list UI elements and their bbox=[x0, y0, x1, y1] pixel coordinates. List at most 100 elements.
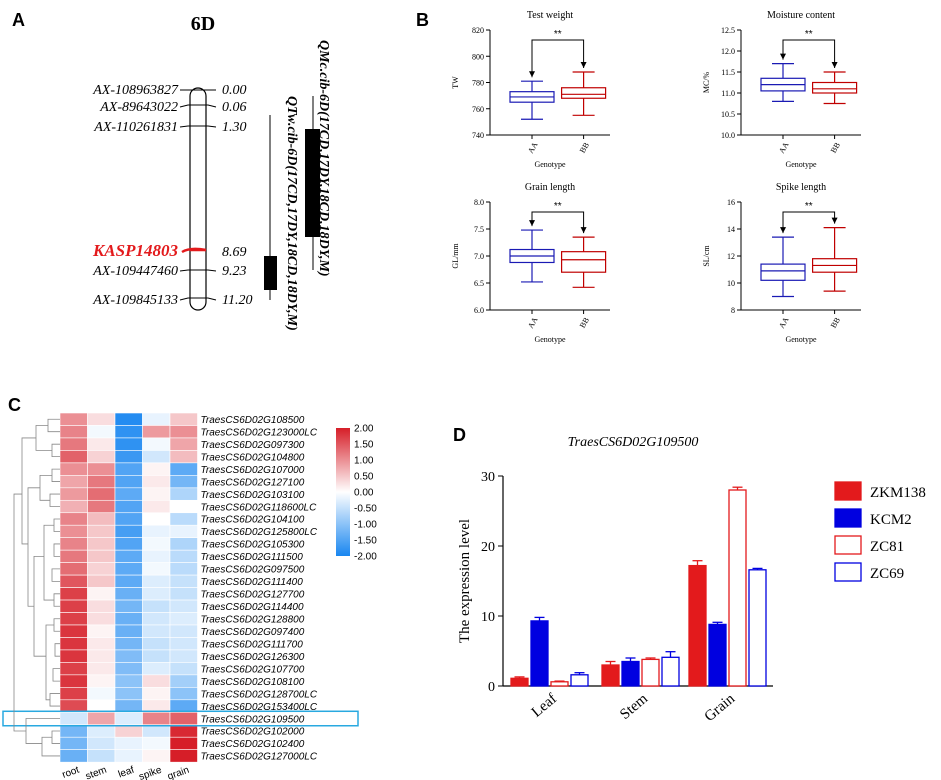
bar bbox=[748, 569, 767, 687]
heatmap-cell bbox=[114, 450, 143, 464]
heatmap-cell bbox=[59, 724, 88, 738]
heatmap-cell bbox=[169, 736, 198, 750]
y-tick-label: 6.5 bbox=[474, 279, 484, 288]
y-tick-label: 10.0 bbox=[721, 131, 735, 140]
x-tick-label: BB bbox=[829, 316, 842, 330]
boxplot-panel: Test weight 740 760 780 800 820 TW Genotype AA BB… bbox=[451, 10, 610, 169]
heatmap-row-label: TraesCS6D02G102000 bbox=[201, 727, 305, 738]
panel-letter-c: C bbox=[8, 395, 21, 415]
heatmap-cell bbox=[87, 711, 116, 726]
heatmap-cell bbox=[87, 537, 116, 551]
heatmap-cell bbox=[114, 687, 143, 701]
heatmap-row-label: TraesCS6D02G104800 bbox=[201, 452, 305, 463]
colorbar-tick-label: 2.00 bbox=[354, 424, 374, 435]
dendrogram-branch bbox=[53, 593, 60, 607]
heatmap-cell bbox=[59, 524, 88, 538]
marker-name: AX-108963827 bbox=[92, 83, 179, 98]
heatmap-row-label: TraesCS6D02G107700 bbox=[201, 664, 305, 675]
heatmap-cell bbox=[169, 624, 198, 638]
heatmap-cell bbox=[169, 475, 198, 489]
bar bbox=[510, 677, 529, 687]
x-tick-label: Leaf bbox=[529, 691, 560, 721]
colorbar-tick-label: -1.00 bbox=[354, 520, 377, 531]
panel-letter-d: D bbox=[453, 425, 466, 445]
bar bbox=[641, 658, 660, 687]
heatmap-cell bbox=[114, 562, 143, 576]
dendrogram-branch bbox=[52, 668, 60, 682]
heatmap-cell bbox=[87, 699, 116, 713]
heatmap-cell bbox=[114, 649, 143, 663]
heatmap-cell bbox=[114, 487, 143, 501]
heatmap-column-label: leaf bbox=[117, 765, 136, 780]
y-tick-label: 14 bbox=[727, 225, 735, 234]
heatmap-cell bbox=[59, 450, 88, 464]
x-tick-label: BB bbox=[578, 141, 591, 155]
heatmap-cell bbox=[114, 512, 143, 526]
legend: ZKM138 KCM2 ZC81 ZC69 bbox=[834, 481, 926, 582]
heatmap-cell bbox=[87, 612, 116, 626]
heatmap-cell bbox=[142, 711, 171, 726]
heatmap-cell bbox=[114, 662, 143, 676]
heatmap-cell bbox=[59, 749, 88, 763]
y-tick-label: 30 bbox=[481, 470, 495, 485]
colorbar bbox=[336, 428, 350, 556]
heatmap-cell bbox=[169, 662, 198, 676]
chromosome-bar bbox=[189, 87, 207, 311]
heatmap-row-label: TraesCS6D02G097300 bbox=[201, 440, 305, 451]
x-tick-label: AA bbox=[526, 315, 540, 330]
y-tick-label: 12.5 bbox=[721, 26, 735, 35]
y-tick-label: 12.0 bbox=[721, 47, 735, 56]
bar bbox=[661, 656, 680, 687]
heatmap-cell bbox=[87, 687, 116, 701]
x-tick-label: Grain bbox=[702, 690, 739, 725]
bar bbox=[601, 664, 620, 687]
heatmap-row-label: TraesCS6D02G109500 bbox=[201, 714, 305, 725]
heatmap-cell bbox=[87, 437, 116, 451]
dendrogram-branch bbox=[51, 443, 60, 458]
heatmap-cell bbox=[114, 736, 143, 750]
heatmap-cell bbox=[114, 599, 143, 613]
y-tick-label: 6.0 bbox=[474, 306, 484, 315]
legend-swatch bbox=[834, 562, 862, 582]
x-axis-label: Genotype bbox=[785, 335, 817, 344]
heatmap-row-label: TraesCS6D02G108100 bbox=[201, 677, 305, 688]
legend-label: ZC81 bbox=[870, 539, 904, 555]
heatmap-cell bbox=[59, 649, 88, 663]
colorbar-tick-label: 1.50 bbox=[354, 440, 374, 451]
heatmap-cell bbox=[142, 649, 171, 663]
heatmap-cell bbox=[59, 537, 88, 551]
heatmap-row-label: TraesCS6D02G118600LC bbox=[201, 502, 318, 513]
y-tick-label: 10.5 bbox=[721, 110, 735, 119]
y-tick-label: 16 bbox=[727, 198, 735, 207]
heatmap-cell bbox=[59, 562, 88, 576]
dendrogram-branch bbox=[49, 693, 60, 707]
significance-bracket bbox=[531, 211, 585, 234]
heatmap-cell bbox=[142, 462, 171, 476]
heatmap-cell bbox=[142, 487, 171, 501]
heatmap-cell bbox=[142, 674, 171, 688]
qtl-peak-bar bbox=[264, 256, 277, 290]
significance-arrow bbox=[580, 62, 587, 68]
heatmap-cell bbox=[87, 562, 116, 576]
heatmap-cell bbox=[59, 475, 88, 489]
subplot-title: Grain length bbox=[525, 182, 575, 193]
heatmap-cell bbox=[59, 736, 88, 750]
colorbar-tick-label: 0.50 bbox=[354, 472, 374, 483]
heatmap-cell bbox=[114, 749, 143, 763]
heatmap-cell bbox=[87, 462, 116, 476]
dendrogram-branch bbox=[53, 618, 60, 632]
marker-position: 11.20 bbox=[222, 293, 252, 308]
chart-title: TraesCS6D02G109500 bbox=[568, 435, 699, 450]
dendrogram-branch bbox=[51, 730, 60, 744]
dendrogram-branch bbox=[13, 493, 26, 732]
heatmap-cell bbox=[59, 425, 88, 439]
dendrogram-branch bbox=[49, 493, 60, 507]
dendrogram-branch bbox=[53, 518, 60, 532]
heatmap-cell bbox=[142, 412, 171, 426]
heatmap-cell bbox=[169, 462, 198, 476]
heatmap-cell bbox=[59, 624, 88, 638]
heatmap-dendrogram bbox=[13, 418, 60, 757]
heatmap-column-label: spike bbox=[138, 764, 164, 780]
marker-position: 1.30 bbox=[222, 120, 247, 135]
marker-position: 0.00 bbox=[222, 83, 247, 98]
